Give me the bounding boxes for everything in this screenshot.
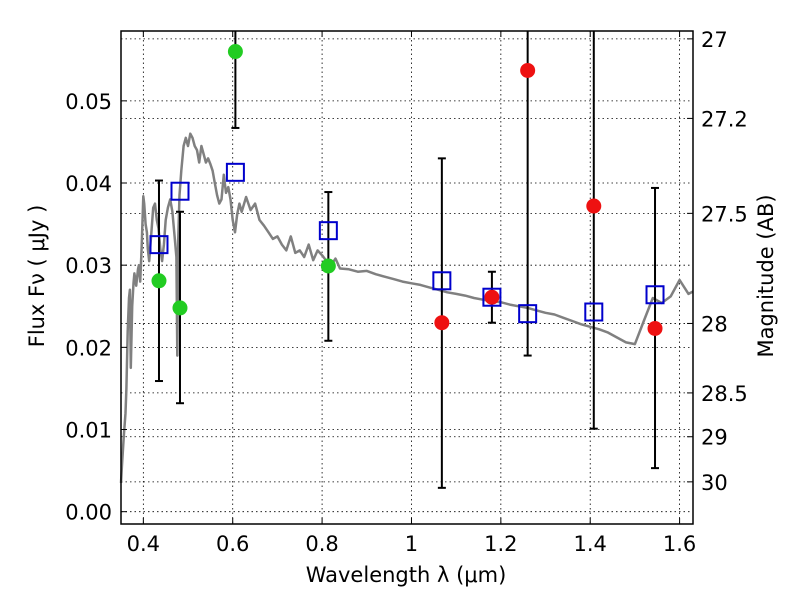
magnitude-tick-label: 28.5 xyxy=(701,382,748,406)
magnitude-axis-ticks: 27 27.2 27.5 28 28.5 29 30 xyxy=(687,28,748,495)
detection-point xyxy=(151,273,167,289)
y-tick-label: 0.01 xyxy=(65,419,112,443)
model-photometry-square xyxy=(318,221,338,241)
model-photometry-square xyxy=(482,287,502,307)
y-tick-label: 0.00 xyxy=(65,501,112,525)
model-photometry-square xyxy=(584,302,604,322)
y-axis-title: Flux Fν ( μJy ) xyxy=(25,205,49,348)
x-tick-label: 1.4 xyxy=(574,532,607,556)
x-tick-label: 0.4 xyxy=(127,532,160,556)
error-bars xyxy=(154,31,660,489)
y-axis-ticks: 0.00 0.01 0.02 0.03 0.04 0.05 xyxy=(65,90,127,525)
nondetection-point xyxy=(586,198,602,214)
y-tick-label: 0.04 xyxy=(65,172,112,196)
grid-lines xyxy=(121,31,693,524)
model-photometry-square xyxy=(432,271,452,291)
magnitude-tick-label: 27 xyxy=(701,28,728,52)
model-sed-layer xyxy=(119,132,694,483)
model-sed-line xyxy=(119,132,694,483)
model-photometry-square xyxy=(170,181,190,201)
detection-point xyxy=(227,44,243,60)
magnitude-axis-title: Magnitude (AB) xyxy=(754,194,778,357)
detection-point xyxy=(172,300,188,316)
x-tick-label: 1 xyxy=(405,532,418,556)
data-points xyxy=(149,44,665,336)
y-tick-label: 0.03 xyxy=(65,254,112,278)
nondetection-point xyxy=(520,62,536,78)
plot-frame xyxy=(120,30,694,525)
nondetection-point xyxy=(484,289,500,305)
model-photometry-square xyxy=(645,285,665,305)
x-tick-label: 0.6 xyxy=(216,532,249,556)
x-axis-title: Wavelength λ (μm) xyxy=(306,563,507,587)
detection-point xyxy=(320,258,336,274)
magnitude-tick-label: 27.5 xyxy=(701,202,748,226)
y-tick-label: 0.02 xyxy=(65,336,112,360)
magnitude-tick-label: 30 xyxy=(701,471,728,495)
model-photometry-square xyxy=(225,162,245,182)
x-tick-label: 0.8 xyxy=(305,532,338,556)
magnitude-tick-label: 28 xyxy=(701,312,728,336)
magnitude-tick-label: 29 xyxy=(701,426,728,450)
x-tick-label: 1.2 xyxy=(484,532,517,556)
magnitude-tick-label: 27.2 xyxy=(701,107,748,131)
nondetection-point xyxy=(434,315,450,331)
y-tick-label: 0.05 xyxy=(65,90,112,114)
model-photometry-square xyxy=(149,235,169,255)
x-tick-label: 1.6 xyxy=(663,532,696,556)
model-photometry-square xyxy=(518,304,538,324)
x-axis-ticks: 0.4 0.6 0.8 1 1.2 1.4 1.6 xyxy=(127,31,696,556)
nondetection-point xyxy=(647,320,663,336)
